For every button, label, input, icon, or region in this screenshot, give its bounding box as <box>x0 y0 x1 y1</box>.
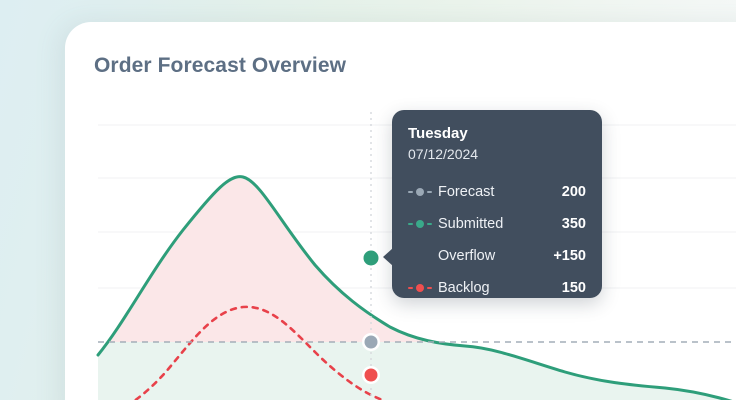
page-title: Order Forecast Overview <box>94 54 347 77</box>
series-line-submitted <box>96 175 733 400</box>
tooltip-value-overflow: +150 <box>553 248 586 264</box>
tooltip-row-overflow: Overflow +150 <box>408 240 586 272</box>
forecast-series-marker-icon <box>408 187 432 197</box>
tooltip-arrow-icon <box>383 248 393 266</box>
backlog-series-marker-icon <box>408 283 432 293</box>
tooltip-label-forecast: Forecast <box>438 184 495 200</box>
highlight-point-forecast[interactable] <box>362 333 380 351</box>
tooltip-day-label: Tuesday <box>408 125 468 142</box>
tooltip-row-submitted: Submitted 350 <box>408 208 586 240</box>
tooltip-date-label: 07/12/2024 <box>408 146 479 162</box>
chart-card: Order Forecast Overview <box>65 22 736 400</box>
tooltip-value-backlog: 150 <box>561 280 586 296</box>
tooltip-label-backlog: Backlog <box>438 280 490 296</box>
tooltip-rows: Forecast 200 Submitted 350 Overflow +150 <box>408 176 586 304</box>
highlight-point-submitted[interactable] <box>361 248 381 268</box>
overflow-area <box>98 176 440 342</box>
surplus-area <box>98 342 727 400</box>
submitted-series-marker-icon <box>408 219 432 229</box>
tooltip-value-forecast: 200 <box>561 184 586 200</box>
tooltip-row-forecast: Forecast 200 <box>408 176 586 208</box>
tooltip-value-submitted: 350 <box>561 216 586 232</box>
tooltip-label-submitted: Submitted <box>438 216 504 232</box>
tooltip-row-backlog: Backlog 150 <box>408 272 586 304</box>
series-line-backlog <box>133 305 386 400</box>
highlight-point-backlog[interactable] <box>362 366 380 384</box>
tooltip-label-overflow: Overflow <box>438 248 496 264</box>
chart-tooltip: Tuesday 07/12/2024 Forecast 200 Submitte… <box>383 110 602 298</box>
